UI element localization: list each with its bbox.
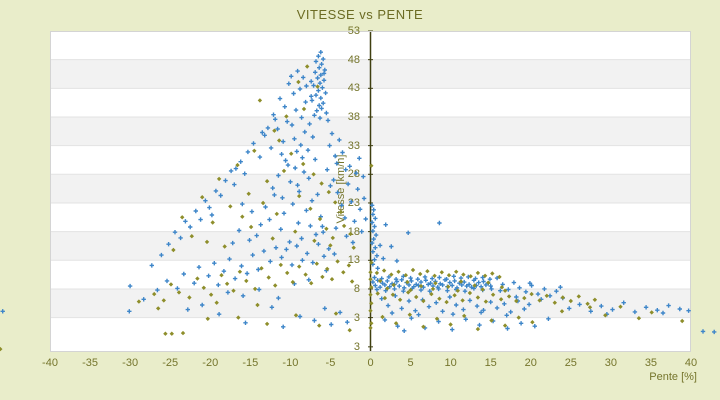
y-tick-label: 48 [347, 53, 360, 66]
x-axis-title: Pente [%] [649, 371, 697, 383]
y-axis-min-edge-label: 3 [353, 341, 360, 353]
y-tick-label: 13 [347, 254, 360, 267]
x-tick-label: 25 [564, 357, 577, 369]
y-tick-label: 28 [347, 168, 360, 181]
x-tick-label: -5 [325, 357, 336, 369]
y-tick-label: 53 [347, 25, 360, 37]
x-tick-label: 15 [484, 357, 497, 369]
x-tick-label: 20 [524, 357, 537, 369]
x-tick-label: -25 [162, 357, 179, 369]
chart-title: VITESSE vs PENTE [296, 7, 424, 22]
x-tick-label: 40 [684, 357, 698, 369]
y-tick-label: 43 [347, 82, 360, 95]
x-tick-label: -20 [202, 357, 219, 369]
y-tick-label: 33 [347, 139, 360, 152]
x-tick-label: -15 [242, 357, 259, 369]
x-tick-label: -10 [282, 357, 299, 369]
x-tick-label: -35 [82, 357, 99, 369]
x-tick-label: -30 [122, 357, 139, 369]
y-tick-label: 38 [347, 110, 360, 123]
y-tick-label: 3 [353, 311, 360, 324]
x-tick-label: 10 [444, 357, 457, 369]
x-tick-label: 0 [367, 357, 374, 369]
x-tick-label: 5 [407, 357, 414, 369]
x-tick-label: 30 [604, 357, 617, 369]
series-blue-points [0, 50, 717, 335]
x-tick-label: -40 [42, 357, 58, 369]
x-tick-label: 35 [644, 357, 658, 369]
series-olive-points [0, 64, 685, 352]
y-tick-label: 8 [353, 282, 360, 295]
